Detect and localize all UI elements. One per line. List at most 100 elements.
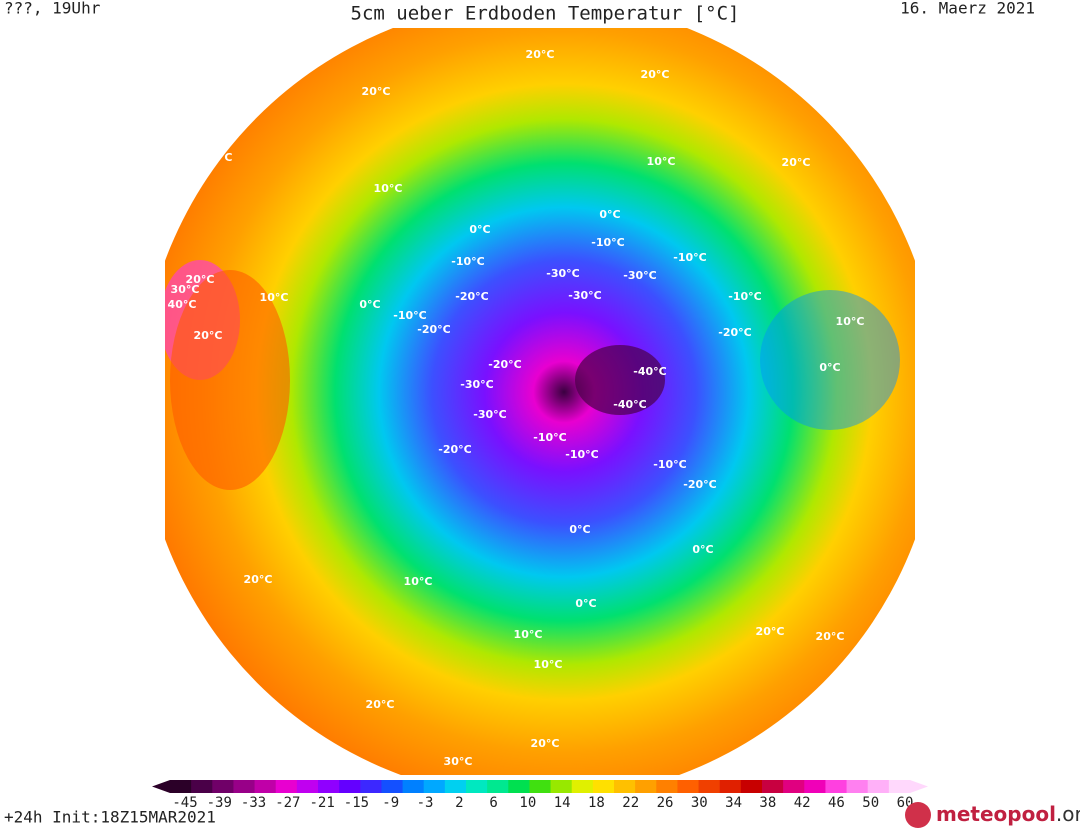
contour-label: -40°C <box>613 398 646 411</box>
contour-label: -10°C <box>591 236 624 249</box>
contour-label: 20°C <box>641 68 670 81</box>
colorbar-swatch <box>360 780 382 793</box>
colorbar-swatch <box>656 780 678 793</box>
contour-label: 0°C <box>819 361 840 374</box>
colorbar-tick-label: 46 <box>828 795 845 811</box>
contour-labels: 20°C 20°C 20°C 20°C 20°C 10°C 10°C 0°C 0°C -10°C -… <box>168 48 865 768</box>
colorbar-swatch <box>888 780 911 793</box>
colorbar-swatch <box>719 780 742 793</box>
colorbar-tick-label: 6 <box>489 795 497 811</box>
colorbar-tick-label: -39 <box>207 795 232 811</box>
colorbar-tick-label: 38 <box>759 795 776 811</box>
contour-label: -20°C <box>718 326 751 339</box>
temperature-field <box>165 28 915 775</box>
colorbar-tick-label: 50 <box>862 795 879 811</box>
colorbar-swatch <box>444 780 467 793</box>
colorbar-swatch <box>550 780 573 793</box>
colorbar-swatch <box>381 780 404 793</box>
colorbar-swatch <box>846 780 869 793</box>
colorbar: -45 -39 -33 -27 -21 -15 -9 -3 2 6 10 14 18 22 26 30 34 38… <box>152 780 928 811</box>
colorbar-swatch <box>296 780 319 793</box>
contour-label: 10°C <box>374 182 403 195</box>
map <box>165 28 915 775</box>
colorbar-tick-label: -3 <box>417 795 434 811</box>
map-title: 5cm ueber Erdboden Temperatur [°C] <box>351 3 740 25</box>
colorbar-tick-label: -27 <box>275 795 300 811</box>
colorbar-swatch <box>614 780 636 793</box>
colorbar-tick-label: 22 <box>622 795 639 811</box>
contour-label: 0°C <box>359 298 380 311</box>
contour-label: -20°C <box>438 443 471 456</box>
contour-label: -10°C <box>565 448 598 461</box>
contour-label: 0°C <box>469 223 490 236</box>
colorbar-swatch <box>740 780 763 793</box>
contour-label: -10°C <box>728 290 761 303</box>
contour-label: 30°C <box>171 283 200 296</box>
cold-region <box>760 290 900 430</box>
contour-label: -10°C <box>451 255 484 268</box>
colorbar-tick-label: -33 <box>241 795 266 811</box>
colorbar-tick-label: -9 <box>382 795 399 811</box>
contour-label: 10°C <box>647 155 676 168</box>
init-time: +24h Init:18Z15MAR2021 <box>4 808 216 827</box>
colorbar-tick-label: 14 <box>554 795 571 811</box>
contour-label: 10°C <box>260 291 289 304</box>
colorbar-swatch <box>423 780 446 793</box>
colorbar-swatch <box>254 780 277 793</box>
logo: meteopool.org <box>936 802 1080 826</box>
contour-label: 20°C <box>782 156 811 169</box>
contour-label: 20°C <box>531 737 560 750</box>
contour-label: -20°C <box>417 323 450 336</box>
contour-label: 10°C <box>404 575 433 588</box>
contour-label: -10°C <box>673 251 706 264</box>
colorbar-tick-label: -45 <box>172 795 197 811</box>
map-date: 16. Maerz 2021 <box>900 0 1035 18</box>
colorbar-arrow-right <box>910 780 928 793</box>
contour-label: -20°C <box>455 290 488 303</box>
colorbar-arrow-left <box>152 780 170 793</box>
colorbar-swatch <box>191 780 213 793</box>
contour-label: 10°C <box>534 658 563 671</box>
contour-label: -40°C <box>633 365 666 378</box>
contour-label: 20°C <box>244 573 273 586</box>
contour-label: -20°C <box>488 358 521 371</box>
colorbar-swatch <box>698 780 721 793</box>
colorbar-swatch <box>529 780 552 793</box>
cold-core <box>575 345 665 415</box>
contour-label: 20°C <box>756 625 785 638</box>
colorbar-tick-label: -21 <box>309 795 334 811</box>
colorbar-tick-label: 26 <box>657 795 674 811</box>
colorbar-swatch <box>783 780 805 793</box>
colorbar-swatch <box>170 780 192 793</box>
contour-label: 20°C <box>526 48 555 61</box>
colorbar-swatch <box>487 780 509 793</box>
warm-region <box>170 270 290 490</box>
colorbar-swatch <box>233 780 256 793</box>
colorbar-swatch <box>466 780 488 793</box>
contour-label: -30°C <box>473 408 506 421</box>
contour-label: 40°C <box>168 298 197 311</box>
colorbar-tick-label: 30 <box>691 795 708 811</box>
contour-label: -30°C <box>546 267 579 280</box>
contour-label: -30°C <box>460 378 493 391</box>
contour-label: 30°C <box>444 755 473 768</box>
colorbar-swatch <box>677 780 700 793</box>
contour-label: 20°C <box>204 151 233 164</box>
colorbar-swatch <box>212 780 234 793</box>
colorbar-swatch <box>275 780 298 793</box>
contour-label: 10°C <box>836 315 865 328</box>
colorbar-swatch <box>867 780 890 793</box>
contour-label: -10°C <box>653 458 686 471</box>
contour-label: 0°C <box>692 543 713 556</box>
colorbar-tick-label: 2 <box>455 795 463 811</box>
contour-label: -10°C <box>533 431 566 444</box>
colorbar-swatch <box>762 780 784 793</box>
colorbar-swatch <box>339 780 361 793</box>
colorbar-swatch <box>635 780 657 793</box>
contour-label: -30°C <box>568 289 601 302</box>
colorbar-swatch <box>571 780 594 793</box>
colorbar-tick-label: 34 <box>725 795 742 811</box>
run-time: ???, 19Uhr <box>4 0 101 18</box>
contour-label: 20°C <box>366 698 395 711</box>
